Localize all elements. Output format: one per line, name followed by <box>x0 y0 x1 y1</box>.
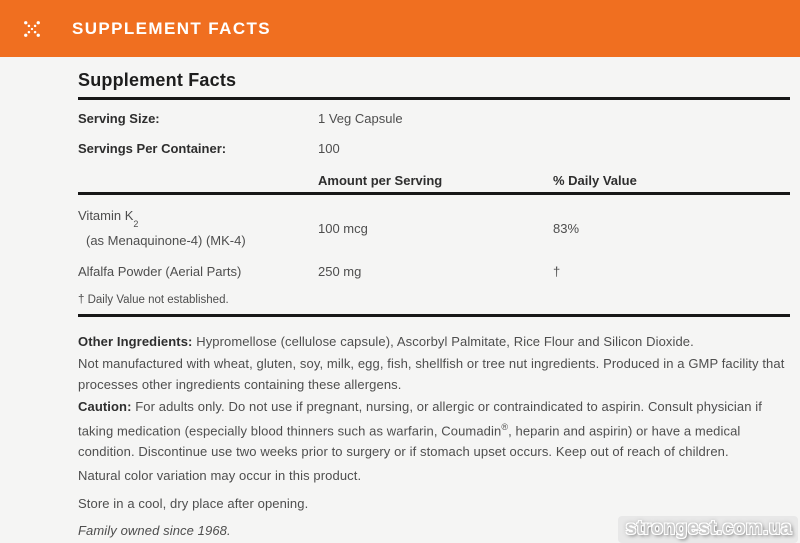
dotted-x-icon <box>22 19 42 39</box>
storage-note: Store in a cool, dry place after opening… <box>78 495 309 511</box>
divider-header <box>78 192 790 195</box>
caution-paragraph: Caution: For adults only. Do not use if … <box>78 396 790 462</box>
nutrient-daily-value: 83% <box>553 220 580 236</box>
allergen-paragraph: Not manufactured with wheat, gluten, soy… <box>78 355 785 392</box>
nutrient-name: Alfalfa Powder (Aerial Parts) <box>78 263 242 279</box>
table-header-row: Amount per Serving % Daily Value <box>78 172 790 189</box>
color-variation-note: Natural color variation may occur in thi… <box>78 467 362 483</box>
serving-size-value: 1 Veg Capsule <box>318 111 403 126</box>
panel-title: Supplement Facts <box>78 70 237 90</box>
serving-size-label: Serving Size: <box>78 111 160 126</box>
section-header: SUPPLEMENT FACTS <box>0 0 800 57</box>
daily-value-column-header: % Daily Value <box>553 173 637 188</box>
servings-per-container-value: 100 <box>318 141 340 156</box>
servings-per-container-row: Servings Per Container: 100 <box>78 140 790 157</box>
servings-per-container-label: Servings Per Container: <box>78 141 227 156</box>
nutrient-name-main: Vitamin K <box>78 208 134 223</box>
nutrient-name-subscript: 2 <box>133 218 139 229</box>
nutrient-name: Vitamin K2 (as Menaquinone-4) (MK-4) <box>78 206 318 251</box>
family-owned-note: Family owned since 1968. <box>78 522 231 538</box>
serving-size-row: Serving Size: 1 Veg Capsule <box>78 110 790 127</box>
supplement-facts-panel: Supplement Facts Serving Size: 1 Veg Cap… <box>0 69 800 541</box>
nutrient-daily-value: † <box>553 263 561 279</box>
divider-top <box>78 97 790 100</box>
watermark: strongest.com.ua <box>617 516 798 543</box>
amount-column-header: Amount per Serving <box>318 173 443 188</box>
section-header-title: SUPPLEMENT FACTS <box>72 18 272 38</box>
caution-text-after: , heparin and aspirin) or have a medical… <box>78 422 741 459</box>
other-ingredients-paragraph: Other Ingredients: Hypromellose (cellulo… <box>78 331 790 352</box>
daily-value-footnote: † Daily Value not established. <box>78 293 229 306</box>
nutrient-row-vitamin-k2: Vitamin K2 (as Menaquinone-4) (MK-4) 100… <box>78 195 790 251</box>
nutrient-amount: 250 mg <box>318 263 362 279</box>
other-ingredients-text: Hypromellose (cellulose capsule), Ascorb… <box>196 333 694 349</box>
registered-trademark-symbol: ® <box>501 421 509 432</box>
other-ingredients-label: Other Ingredients: <box>78 333 193 349</box>
caution-text-before: For adults only. Do not use if pregnant,… <box>78 398 762 438</box>
caution-label: Caution: <box>78 398 132 414</box>
nutrient-amount: 100 mcg <box>318 220 368 236</box>
nutrient-name-detail: (as Menaquinone-4) (MK-4) <box>86 232 246 248</box>
nutrient-row-alfalfa: Alfalfa Powder (Aerial Parts) 250 mg † <box>78 263 790 280</box>
divider-bottom <box>78 313 790 317</box>
